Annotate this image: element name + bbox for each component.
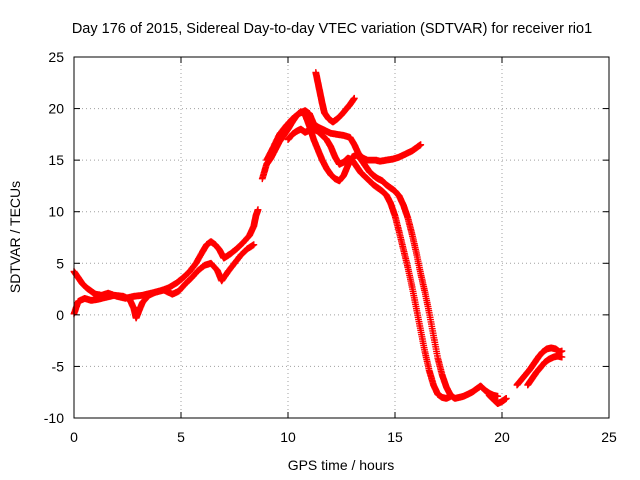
tick-labels: 0 5 10 15 20 25 25 20 15 10 5 0 -5 -10 [44,49,617,445]
data-marks [70,69,566,407]
plus-marker-trace [263,107,425,165]
data-series [312,69,358,126]
plus-marker-trace [524,352,566,389]
y-tick-label: -10 [44,410,64,426]
grid-lines [74,57,609,418]
plus-marker-trace [258,108,502,402]
data-series [524,352,566,389]
data-series [485,391,510,407]
x-tick-label: 15 [387,429,403,445]
y-tick-label: -5 [52,358,65,374]
y-tick-label: 25 [48,49,64,65]
data-series [258,108,502,402]
y-axis-label: SDTVAR / TECUs [7,181,23,293]
y-tick-label: 10 [48,204,64,220]
plus-marker-trace [70,206,262,302]
x-tick-label: 20 [494,429,510,445]
plot-frame [73,56,610,419]
x-axis-label: GPS time / hours [288,457,395,473]
plus-marker-trace [485,391,510,407]
data-series [513,344,566,389]
plus-marker-trace [312,69,358,126]
y-tick-label: 20 [48,101,64,117]
plus-marker-trace [284,125,454,402]
y-tick-label: 5 [56,255,64,271]
x-tick-label: 5 [177,429,185,445]
data-series [263,107,425,165]
x-tick-label: 10 [280,429,296,445]
data-series [284,125,454,402]
x-tick-label: 25 [601,429,617,445]
y-tick-label: 15 [48,152,64,168]
axis-ticks [73,56,610,419]
data-series [70,206,262,302]
plus-marker-trace [513,344,566,389]
y-tick-label: 0 [56,307,64,323]
x-tick-label: 0 [70,429,78,445]
chart-title: Day 176 of 2015, Sidereal Day-to-day VTE… [72,21,592,37]
